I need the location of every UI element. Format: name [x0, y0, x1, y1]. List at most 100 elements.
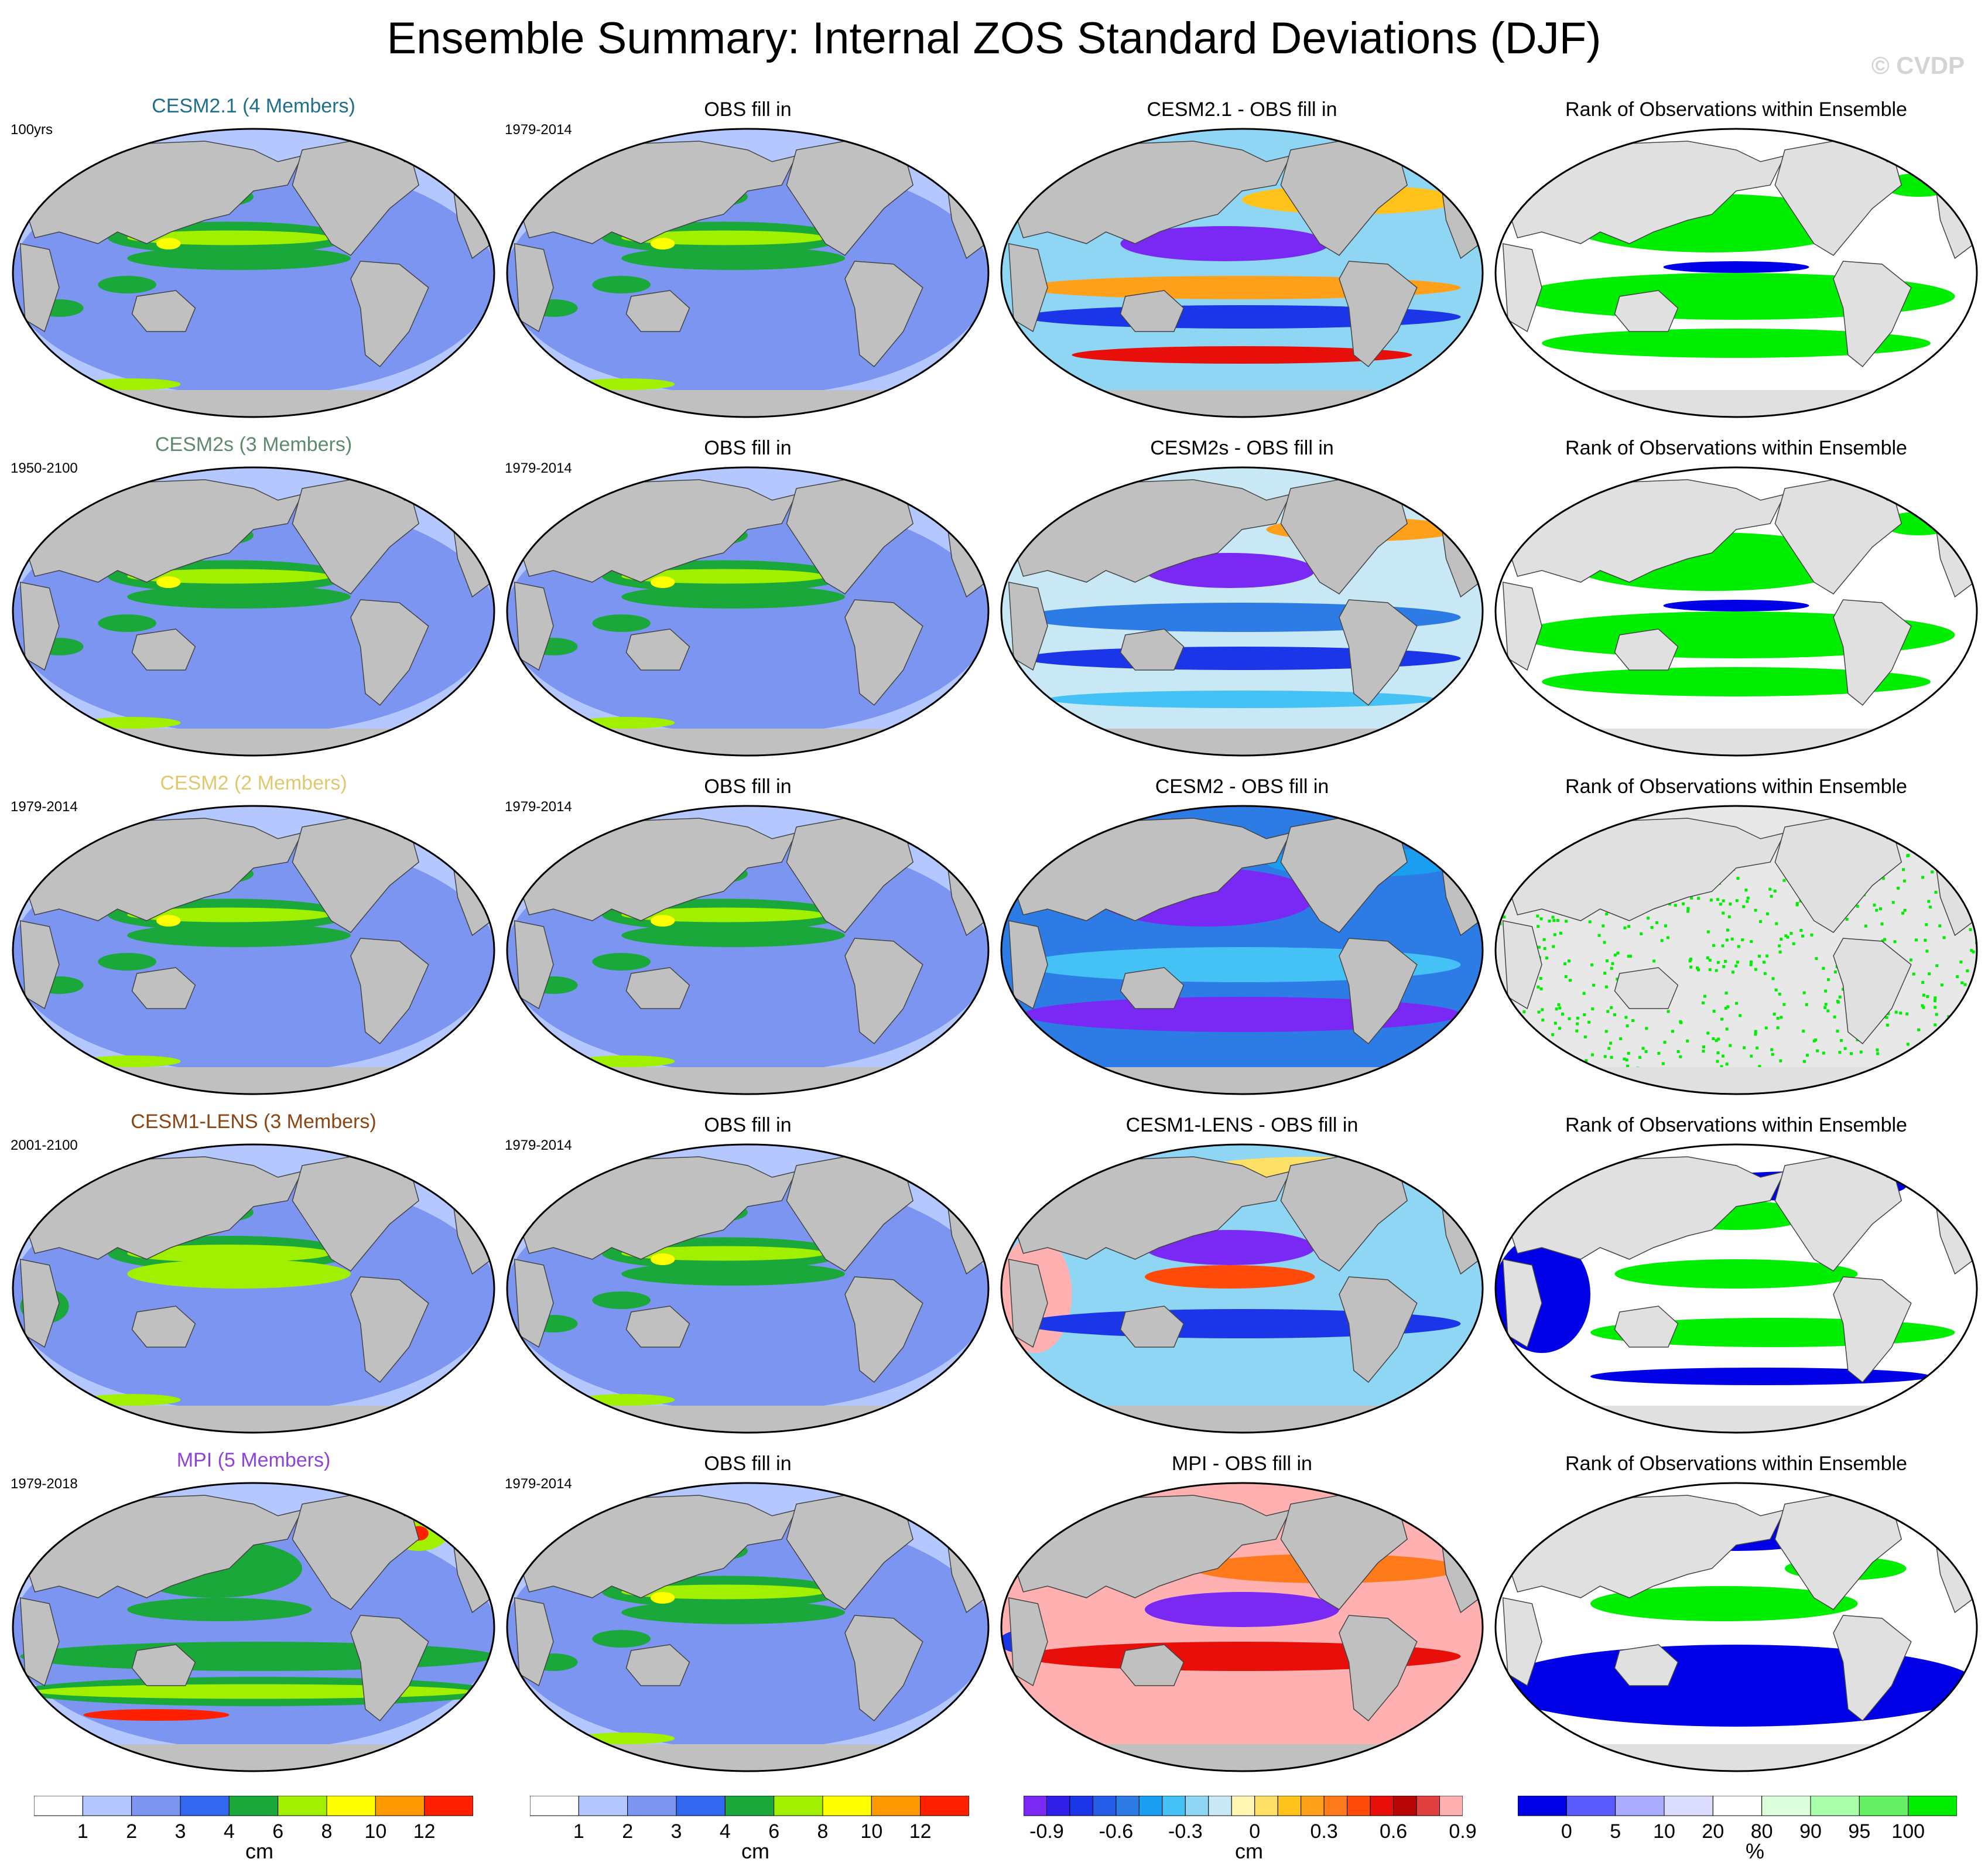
rank-dot	[1661, 1062, 1665, 1065]
rank-dot	[1726, 1005, 1730, 1009]
rank-dot	[1880, 922, 1884, 925]
colorbar-tick-label: 0.9	[1449, 1820, 1477, 1843]
rank-dot	[1583, 1035, 1587, 1038]
map-border	[1000, 466, 1484, 757]
rank-dot	[1542, 1050, 1546, 1053]
rank-dot	[1744, 889, 1748, 892]
obs-title: OBS fill in	[704, 1114, 792, 1136]
continent-shape	[1339, 1615, 1418, 1722]
colorbar-swatch	[1370, 1796, 1394, 1816]
field-band	[577, 1055, 675, 1067]
colorbar-tick-label: 10	[1653, 1820, 1675, 1843]
map-border	[1494, 128, 1978, 418]
field-band	[83, 1055, 181, 1067]
obs-sd-map-3	[506, 1143, 990, 1434]
rank-dot	[1541, 1008, 1544, 1012]
rank-dot	[1902, 868, 1905, 872]
rank-dot	[1559, 931, 1562, 935]
rank-dot	[1810, 933, 1814, 937]
rank-dot	[1845, 917, 1849, 921]
continent-shape	[1008, 243, 1048, 333]
rank-dot	[1754, 908, 1757, 912]
continent-shape	[625, 1306, 690, 1348]
field-band	[621, 1601, 845, 1624]
continent-shape	[131, 1306, 196, 1348]
rank-dot	[1686, 907, 1690, 910]
obs-title: OBS fill in	[704, 98, 792, 121]
rank-dot	[1624, 1016, 1628, 1019]
diff-map-1	[1000, 466, 1484, 757]
rank-dot	[1815, 957, 1818, 961]
map-border	[1000, 128, 1484, 418]
colorbar-rank	[1518, 1796, 1957, 1816]
antarctica-shape	[507, 1067, 988, 1094]
rank-dot	[1897, 886, 1900, 890]
colorbar-swatch	[375, 1796, 425, 1816]
rank-dot	[1822, 1051, 1825, 1055]
continent-shape	[1614, 1644, 1679, 1686]
rank-dot	[1631, 1019, 1635, 1022]
rank-dot	[1590, 1053, 1594, 1057]
rank-dot	[1551, 1045, 1555, 1048]
rank-dot	[1568, 959, 1571, 963]
rank-dot	[1537, 1010, 1541, 1014]
rank-title: Rank of Observations within Ensemble	[1565, 775, 1907, 798]
rank-dot	[1548, 920, 1551, 923]
colorbar-tick-label: 12	[909, 1820, 932, 1843]
obs-period: 1979-2014	[505, 1137, 572, 1153]
colorbar-unit: %	[1745, 1839, 1765, 1863]
rank-dot	[1776, 1017, 1780, 1020]
continent-shape	[25, 479, 303, 583]
rank-dot	[1824, 989, 1828, 993]
rank-dot	[1726, 928, 1730, 932]
rank-dot	[1716, 1060, 1719, 1063]
continent-shape	[514, 1259, 554, 1348]
colorbar-tick-label: 3	[670, 1820, 682, 1843]
rank-dot	[1780, 938, 1783, 941]
rank-dot	[1722, 965, 1726, 968]
colorbar-swatch	[1231, 1796, 1255, 1816]
field-band	[1590, 1586, 1858, 1621]
rank-dot	[1736, 961, 1739, 964]
rank-dot	[1910, 1060, 1914, 1064]
rank-dot	[1626, 1064, 1630, 1068]
rank-dot	[1722, 899, 1725, 903]
rank-dot	[1542, 1039, 1546, 1043]
rank-dot	[1660, 939, 1664, 942]
rank-dot	[1603, 941, 1606, 944]
rank-dot	[1881, 939, 1884, 943]
obs-sd-map-0	[506, 128, 990, 418]
rank-dot	[1843, 1047, 1847, 1050]
rank-dot	[1545, 956, 1548, 960]
rank-dot	[1725, 938, 1729, 942]
rank-dot	[1724, 959, 1727, 963]
rank-dot	[1679, 1020, 1682, 1023]
rank-dot	[1551, 915, 1555, 919]
rank-dot	[1935, 964, 1939, 968]
continent-shape	[25, 141, 303, 244]
rank-dot	[1709, 898, 1713, 902]
continent-shape	[1507, 818, 1786, 921]
rank-dot	[1552, 945, 1555, 948]
obs-sd-map-1	[506, 466, 990, 757]
rank-dot	[1591, 1007, 1594, 1011]
continent-shape	[514, 243, 554, 333]
field-band	[83, 1709, 230, 1721]
colorbar-tick-label: 20	[1702, 1820, 1724, 1843]
rank-title: Rank of Observations within Ensemble	[1565, 1114, 1907, 1136]
rank-dot	[1696, 966, 1699, 970]
rank-dot	[1778, 944, 1781, 948]
rank-dot	[1522, 1041, 1525, 1045]
field-band	[127, 1245, 331, 1262]
map-border	[1000, 805, 1484, 1095]
field-band	[621, 585, 845, 609]
rank-dot	[1902, 1066, 1905, 1069]
diff-title: CESM2s - OBS fill in	[1150, 437, 1334, 459]
continent-shape	[131, 290, 196, 332]
rank-dot	[1565, 920, 1568, 923]
antarctica-shape	[13, 1744, 494, 1771]
rank-dot	[1739, 1014, 1742, 1017]
continent-shape	[625, 967, 690, 1009]
colorbar-unit: cm	[741, 1839, 769, 1863]
continent-shape	[625, 290, 690, 332]
